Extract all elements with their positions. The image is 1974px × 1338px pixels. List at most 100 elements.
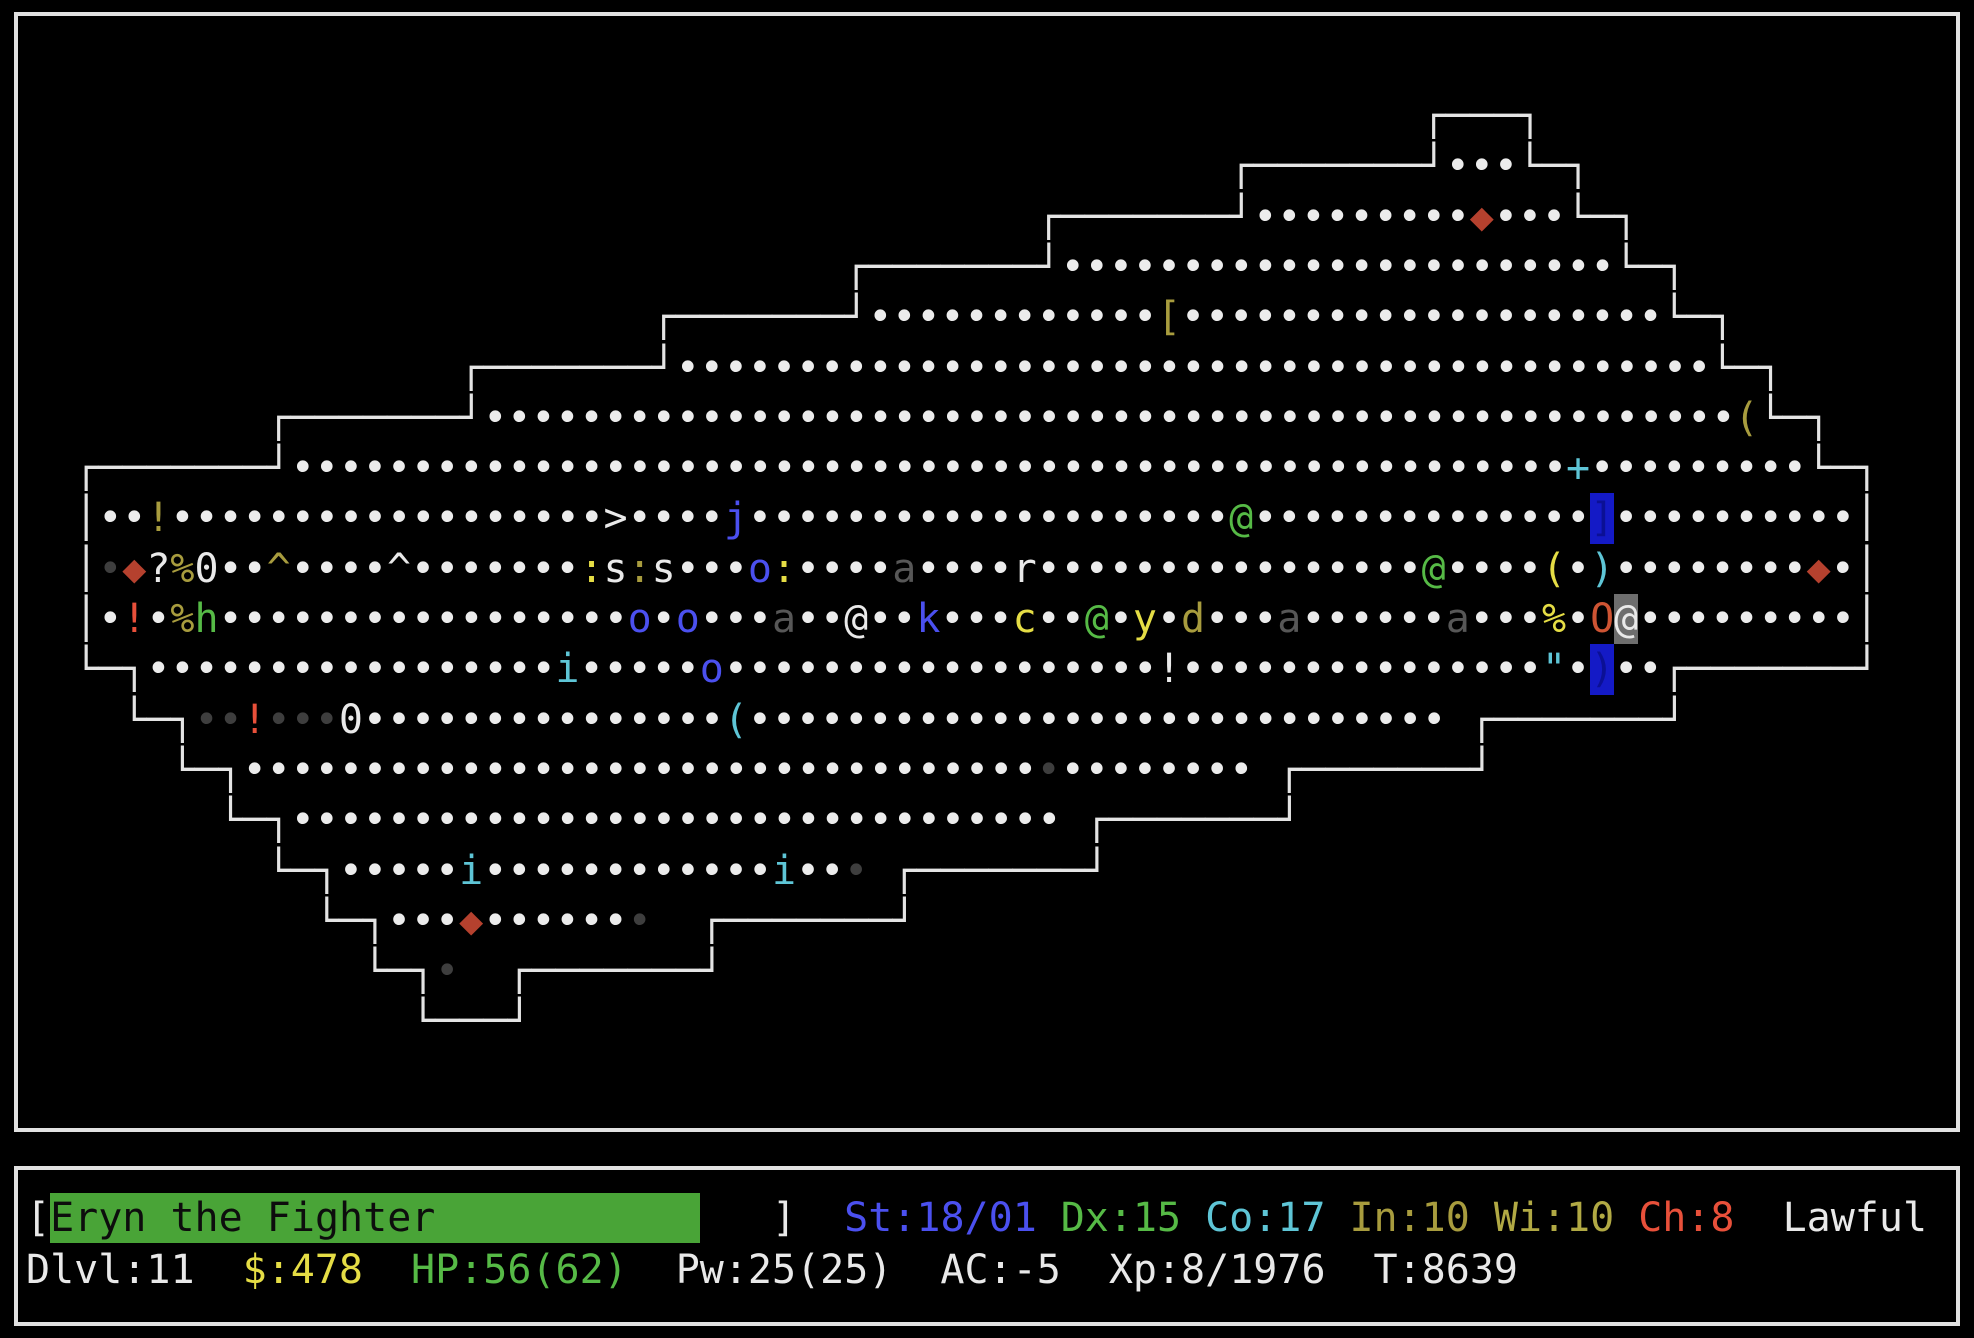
monster-lizard: :: [579, 545, 604, 592]
map-glyph: ••: [868, 596, 917, 642]
monster-imp: i: [555, 646, 580, 693]
map-glyph: ┌───────┘: [266, 394, 484, 441]
map-glyph: •••••••••: [1590, 445, 1807, 492]
map-glyph: ••: [1036, 596, 1085, 642]
map-row: ┌───────┘ ••••••••••••[••••••••••••••••••…: [26, 292, 1946, 342]
map-glyph: ••••••••••••••: [1253, 495, 1591, 542]
map-glyph: │: [74, 596, 99, 642]
map-glyph: ••••••••••••••••••: [170, 495, 604, 542]
monster-c: c: [1012, 596, 1037, 642]
map-glyph: └─┐: [74, 646, 147, 693]
monster-human: @: [1421, 545, 1446, 592]
map-glyph: •: [98, 596, 123, 642]
map-glyph: •••: [1469, 596, 1542, 642]
stat-experience: Xp:8/1976: [1108, 1247, 1326, 1293]
dungeon-map-frame: [14, 12, 1960, 1132]
map-glyph: ••••••••••••••••••: [723, 646, 1158, 693]
gem: ◆: [122, 545, 147, 592]
trap: ^: [266, 545, 291, 592]
map-glyph: ••••••••••••: [483, 847, 773, 894]
status-line: Dlvl:11 $:478 HP:56(62) Pw:25(25) AC:-5 Xp:8/…: [26, 1245, 1946, 1295]
map-row: └───┘: [26, 996, 1946, 1046]
map-glyph: ••••••••: [1614, 545, 1807, 592]
object-pile: ]: [1590, 493, 1615, 544]
trap: ^: [386, 545, 412, 592]
map-glyph: └─┐: [314, 897, 387, 944]
tool: (: [1541, 545, 1567, 592]
monster-ant: a: [1277, 596, 1302, 642]
map-glyph: ••••: [916, 545, 1013, 592]
map-glyph: ••••••••••••••••••••••••••••••••••••••••…: [675, 344, 1712, 391]
map-glyph: ••: [796, 596, 845, 642]
stat-dungeon-level: Dlvl:11: [26, 1247, 195, 1293]
stat-charisma: Ch:8: [1638, 1195, 1735, 1241]
potion: !: [146, 495, 171, 542]
monster-jelly: j: [723, 495, 748, 542]
map-glyph: ••••••••••••••••••••: [1181, 294, 1663, 341]
map-glyph: ••••••••••••••••••••••••••••••••••••••••…: [290, 445, 1568, 492]
map-row: ┌───────┘ •••••••••••••••••••••••••••••••…: [26, 343, 1946, 393]
map-glyph: ┌───────┘: [651, 294, 869, 341]
gem: ◆: [1469, 193, 1494, 240]
hp-bar-name: Eryn the Fighter: [50, 1193, 701, 1244]
map-row: └─┐ ••••• i •••••••••••• i •• • ┌───────┘: [26, 846, 1946, 896]
map-glyph: ┌───────┘: [892, 847, 1109, 894]
map-glyph: ┌───────┘: [1662, 646, 1879, 693]
amulet: ": [1541, 646, 1567, 693]
map-glyph: •••: [1445, 143, 1518, 190]
map-glyph: └─┐: [1758, 394, 1831, 441]
iron-ball: 0: [194, 545, 219, 592]
map-row: │ •! •% h ••••••••••••••••• o • o ••• a •• @ •• k ••• c…: [26, 594, 1946, 645]
map-glyph: ••: [98, 495, 147, 542]
map-glyph: ┌───────┘: [699, 897, 917, 944]
map-glyph: •••: [940, 596, 1013, 642]
food: %: [1541, 596, 1567, 642]
map-glyph: •••: [386, 897, 460, 944]
monster-imp: i: [771, 847, 797, 894]
map-row: ┌───┐: [26, 91, 1946, 141]
map-glyph: •: [435, 948, 460, 995]
map-glyph: │: [74, 545, 99, 592]
map-row: └─┐ • ┌───────┘: [26, 946, 1946, 996]
map-glyph: ┌───────┘: [1084, 797, 1302, 844]
monster-spider: s: [603, 545, 628, 592]
map-glyph: •: [1156, 596, 1182, 642]
monster-o: o: [627, 596, 652, 642]
map-glyph: ••••••••••••••••••••: [747, 495, 1230, 542]
monster-spider: s: [651, 545, 676, 592]
map-glyph: ┌───────┘: [844, 243, 1061, 290]
map-glyph: ••: [218, 545, 267, 592]
map-row: ┌───────┘ ••••••••••••••••••••••• └─┐: [26, 242, 1946, 292]
map-glyph: └─┐: [170, 746, 243, 793]
map-glyph: │: [1854, 596, 1879, 642]
map-row: ┌───────┘ ••••••••• ◆ ••• └─┐: [26, 192, 1946, 242]
map-glyph: •••••••••: [1638, 596, 1855, 642]
stat-gold: $:478: [242, 1247, 363, 1293]
map-row: ┌───────┘ ••• └─┐: [26, 141, 1946, 191]
monster-y: y: [1132, 596, 1157, 642]
map-row: └─┐ ••••••••••••••••• i ••••• o •••••••••••••…: [26, 644, 1946, 695]
map-glyph: ••••••••••: [1614, 495, 1855, 542]
stat-intelligence: In:10: [1349, 1195, 1470, 1241]
potion: !: [242, 696, 267, 743]
map-glyph: ┌───────┘: [74, 445, 291, 492]
stat-constitution: Co:17: [1205, 1195, 1326, 1241]
map-glyph: └─┐: [1614, 243, 1687, 290]
map-glyph: •: [1830, 545, 1855, 592]
map-glyph: ┌───────┘: [1036, 193, 1254, 240]
map-glyph: │: [74, 495, 99, 542]
stat-dexterity: Dx:15: [1060, 1195, 1182, 1241]
map-glyph: ┌───────┘: [459, 344, 676, 391]
status-line: [Eryn the Fighter ] St:18/01 Dx:15 Co:17 In:…: [26, 1193, 1946, 1244]
map-glyph: ┌───────┘: [507, 948, 724, 995]
food: %: [170, 545, 195, 592]
map-glyph: ┌───────┘: [1277, 746, 1494, 793]
player-cursor: @: [1614, 594, 1639, 645]
hp-bar-close: ]: [771, 1195, 797, 1241]
map-glyph: ••: [796, 847, 845, 894]
map-glyph: •: [1108, 596, 1133, 642]
map-glyph: └─┐: [218, 797, 291, 844]
gem: ◆: [1806, 545, 1831, 592]
map-glyph: •••••••••••••••••: [218, 596, 628, 642]
map-row: └─┐ •••••••••••••••••••••••••••••••• ┌────…: [26, 795, 1946, 845]
